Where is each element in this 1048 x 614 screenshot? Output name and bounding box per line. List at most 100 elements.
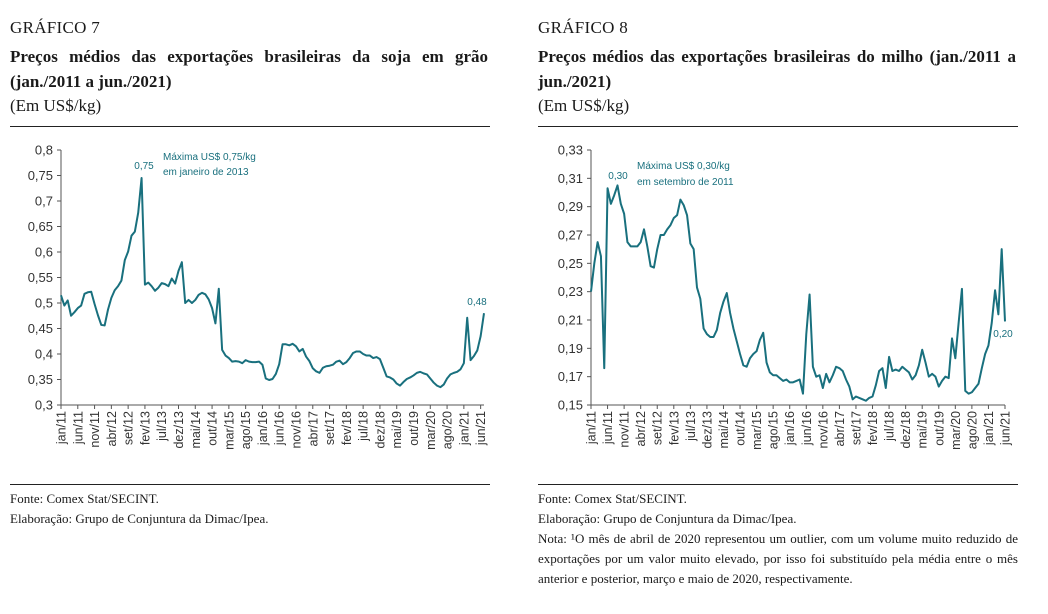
y-tick-label: 0,55 [28,270,53,285]
last-value-label: 0,20 [993,329,1013,340]
x-tick-label: abr/17 [833,411,847,446]
x-tick-label: jan/21 [457,411,471,446]
elaboration-note: Elaboração: Grupo de Conjuntura da Dimac… [10,511,269,526]
x-tick-label: jan/16 [256,411,270,446]
y-tick-label: 0,33 [558,143,583,158]
line-chart-milho: 0,15 0,17 0,19 0,21 0,23 0,25 0,27 0,29 0,31 0,33… [558,143,1013,450]
x-tick-label: ago/15 [767,411,781,449]
footnote: Nota: ¹O mês de abril de 2020 represento… [538,531,1018,586]
max-annotation-line1: Máxima US$ 0,30/kg [637,161,730,172]
x-tick-label: fev/18 [866,411,880,445]
y-tick-label: 0,23 [558,284,583,299]
y-tick-label: 0,6 [35,245,53,260]
series-line [590,184,1006,402]
bottom-rule [538,484,1018,485]
y-tick-label: 0,27 [558,228,583,243]
x-tick-label: jun/11 [71,411,85,445]
x-tick-label: set/17 [323,411,337,445]
x-tick-label: set/12 [651,411,665,445]
x-tick-label: jun/11 [601,411,615,445]
y-tick-label: 0,8 [35,143,53,158]
y-tick-label: 0,45 [28,321,53,336]
x-tick-label: mai/19 [916,411,930,449]
x-tick-label: out/19 [932,411,946,446]
x-tick-label: ago/20 [965,411,979,449]
x-tick-label: jan/21 [982,411,996,446]
y-tick-label: 0,5 [35,296,53,311]
x-tick-label: jul/18 [357,411,371,442]
x-tick-label: jun/21 [999,411,1013,446]
y-tick-label: 0,35 [28,372,53,387]
bottom-rule [10,484,490,485]
x-tick-label: jan/16 [783,411,797,446]
x-tick-label: dez/18 [373,411,387,449]
y-tick-label: 0,31 [558,171,583,186]
x-tick-label: jun/16 [800,411,814,446]
x-tick-label: jan/11 [55,411,69,445]
y-tick-label: 0,25 [558,256,583,271]
source-note: Fonte: Comex Stat/SECINT. [538,491,687,506]
figure-unit: (Em US$/kg) [538,96,630,115]
figure-notes: Fonte: Comex Stat/SECINT. Elaboração: Gr… [538,489,1018,589]
max-annotation-line2: em janeiro de 2013 [163,167,249,178]
chart-panel-milho: GRÁFICO 8 Preços médios das exportações … [538,0,1018,614]
x-tick-label: fev/13 [667,411,681,445]
x-tick-label: mai/14 [717,411,731,449]
peak-value-label: 0,30 [608,171,628,182]
x-tick-label: abr/12 [105,411,119,446]
x-tick-label: nov/11 [88,411,102,448]
x-tick-label: dez/13 [700,411,714,449]
figure-label: GRÁFICO 7 [10,18,101,37]
y-tick-label: 0,3 [35,398,53,413]
x-tick-label: mai/14 [189,411,203,449]
x-tick-label: mai/19 [390,411,404,449]
y-tick-label: 0,21 [558,313,583,328]
x-tick-label: abr/12 [634,411,648,446]
x-tick-label: nov/16 [816,411,830,449]
figure-label: GRÁFICO 8 [538,18,629,37]
figure-notes: Fonte: Comex Stat/SECINT. Elaboração: Gr… [10,489,490,529]
max-annotation-line2: em setembro de 2011 [637,177,734,188]
line-chart-soja: 0,3 0,35 0,4 0,45 0,5 0,55 0,6 0,65 0,7 0,75 0,8 ja… [28,143,488,450]
figure-unit: (Em US$/kg) [10,96,102,115]
figure-title: Preços médios das exportações brasileira… [10,47,488,91]
y-tick-label: 0,65 [28,219,53,234]
top-rule [10,126,490,127]
y-tick-label: 0,7 [35,194,53,209]
peak-value-label: 0,75 [134,161,154,172]
x-tick-label: mar/20 [424,411,438,450]
x-tick-label: mar/15 [750,411,764,450]
x-tick-label: nov/11 [618,411,632,448]
chart-panel-soja: GRÁFICO 7 Preços médios das exportações … [10,0,490,614]
elaboration-note: Elaboração: Grupo de Conjuntura da Dimac… [538,511,797,526]
y-tick-label: 0,17 [558,369,583,384]
x-tick-label: jun/21 [474,411,488,446]
x-tick-label: ago/15 [239,411,253,449]
x-tick-label: out/14 [734,411,748,446]
x-tick-label: out/19 [407,411,421,446]
x-tick-label: set/17 [849,411,863,445]
last-value-label: 0,48 [467,297,487,308]
x-tick-label: out/14 [206,411,220,446]
figure-title: Preços médios das exportações brasileira… [538,47,1016,91]
x-tick-label: jul/13 [155,411,169,442]
x-tick-label: dez/18 [899,411,913,449]
max-annotation-line1: Máxima US$ 0,75/kg [163,152,256,163]
y-tick-label: 0,75 [28,168,53,183]
x-tick-label: dez/13 [172,411,186,449]
series-line [60,177,485,389]
x-tick-label: jul/18 [883,411,897,442]
source-note: Fonte: Comex Stat/SECINT. [10,491,159,506]
x-tick-label: jan/11 [585,411,599,445]
x-tick-label: nov/16 [290,411,304,449]
y-tick-label: 0,19 [558,341,583,356]
x-tick-label: fev/13 [138,411,152,445]
x-tick-label: jul/13 [684,411,698,442]
x-tick-label: fev/18 [340,411,354,445]
y-tick-label: 0,15 [558,398,583,413]
top-rule [538,126,1018,127]
y-tick-label: 0,4 [35,347,53,362]
y-tick-label: 0,29 [558,199,583,214]
x-tick-label: mar/20 [949,411,963,450]
x-tick-label: mar/15 [222,411,236,450]
